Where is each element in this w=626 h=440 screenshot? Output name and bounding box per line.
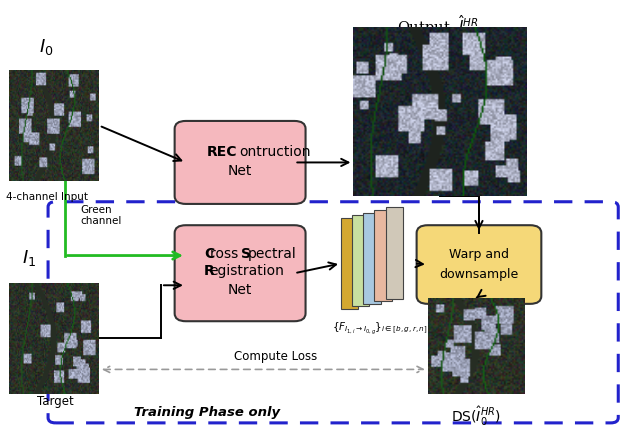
Bar [352, 215, 369, 306]
Text: Green
channel: Green channel [80, 205, 121, 227]
Text: egistration: egistration [210, 264, 285, 278]
Text: Output  $\hat{I}_0^{HR}$: Output $\hat{I}_0^{HR}$ [397, 14, 478, 40]
Bar [363, 213, 381, 304]
Text: $I_1$: $I_1$ [22, 248, 36, 268]
Text: REC: REC [207, 145, 237, 158]
Text: R: R [204, 264, 215, 278]
FancyBboxPatch shape [175, 225, 305, 321]
Text: ross: ross [210, 247, 242, 260]
Text: $\mathrm{DS}(\hat{I}_0^{HR})$: $\mathrm{DS}(\hat{I}_0^{HR})$ [451, 405, 500, 428]
Text: pectral: pectral [247, 247, 296, 260]
Bar [386, 207, 403, 299]
Text: downsample: downsample [439, 268, 518, 281]
Text: C: C [204, 247, 214, 260]
Text: ontruction: ontruction [239, 145, 310, 158]
FancyBboxPatch shape [417, 225, 541, 304]
FancyBboxPatch shape [175, 121, 305, 204]
Text: $I_0$: $I_0$ [39, 37, 53, 57]
Text: Net: Net [228, 283, 252, 297]
Text: Net: Net [228, 164, 252, 178]
Text: Warp and: Warp and [449, 249, 509, 261]
Text: 4-channel Input: 4-channel Input [6, 192, 88, 202]
Text: Training Phase only: Training Phase only [135, 406, 280, 418]
Bar [374, 210, 392, 301]
Text: Compute Loss: Compute Loss [234, 350, 317, 363]
Text: S: S [242, 247, 251, 260]
Bar [341, 218, 358, 309]
Text: Target: Target [37, 395, 74, 408]
Text: $\{F_{I_{1,i}\rightarrow I_{0,g}}\}_{i\in[b,g,r,n]}$: $\{F_{I_{1,i}\rightarrow I_{0,g}}\}_{i\i… [332, 321, 428, 337]
